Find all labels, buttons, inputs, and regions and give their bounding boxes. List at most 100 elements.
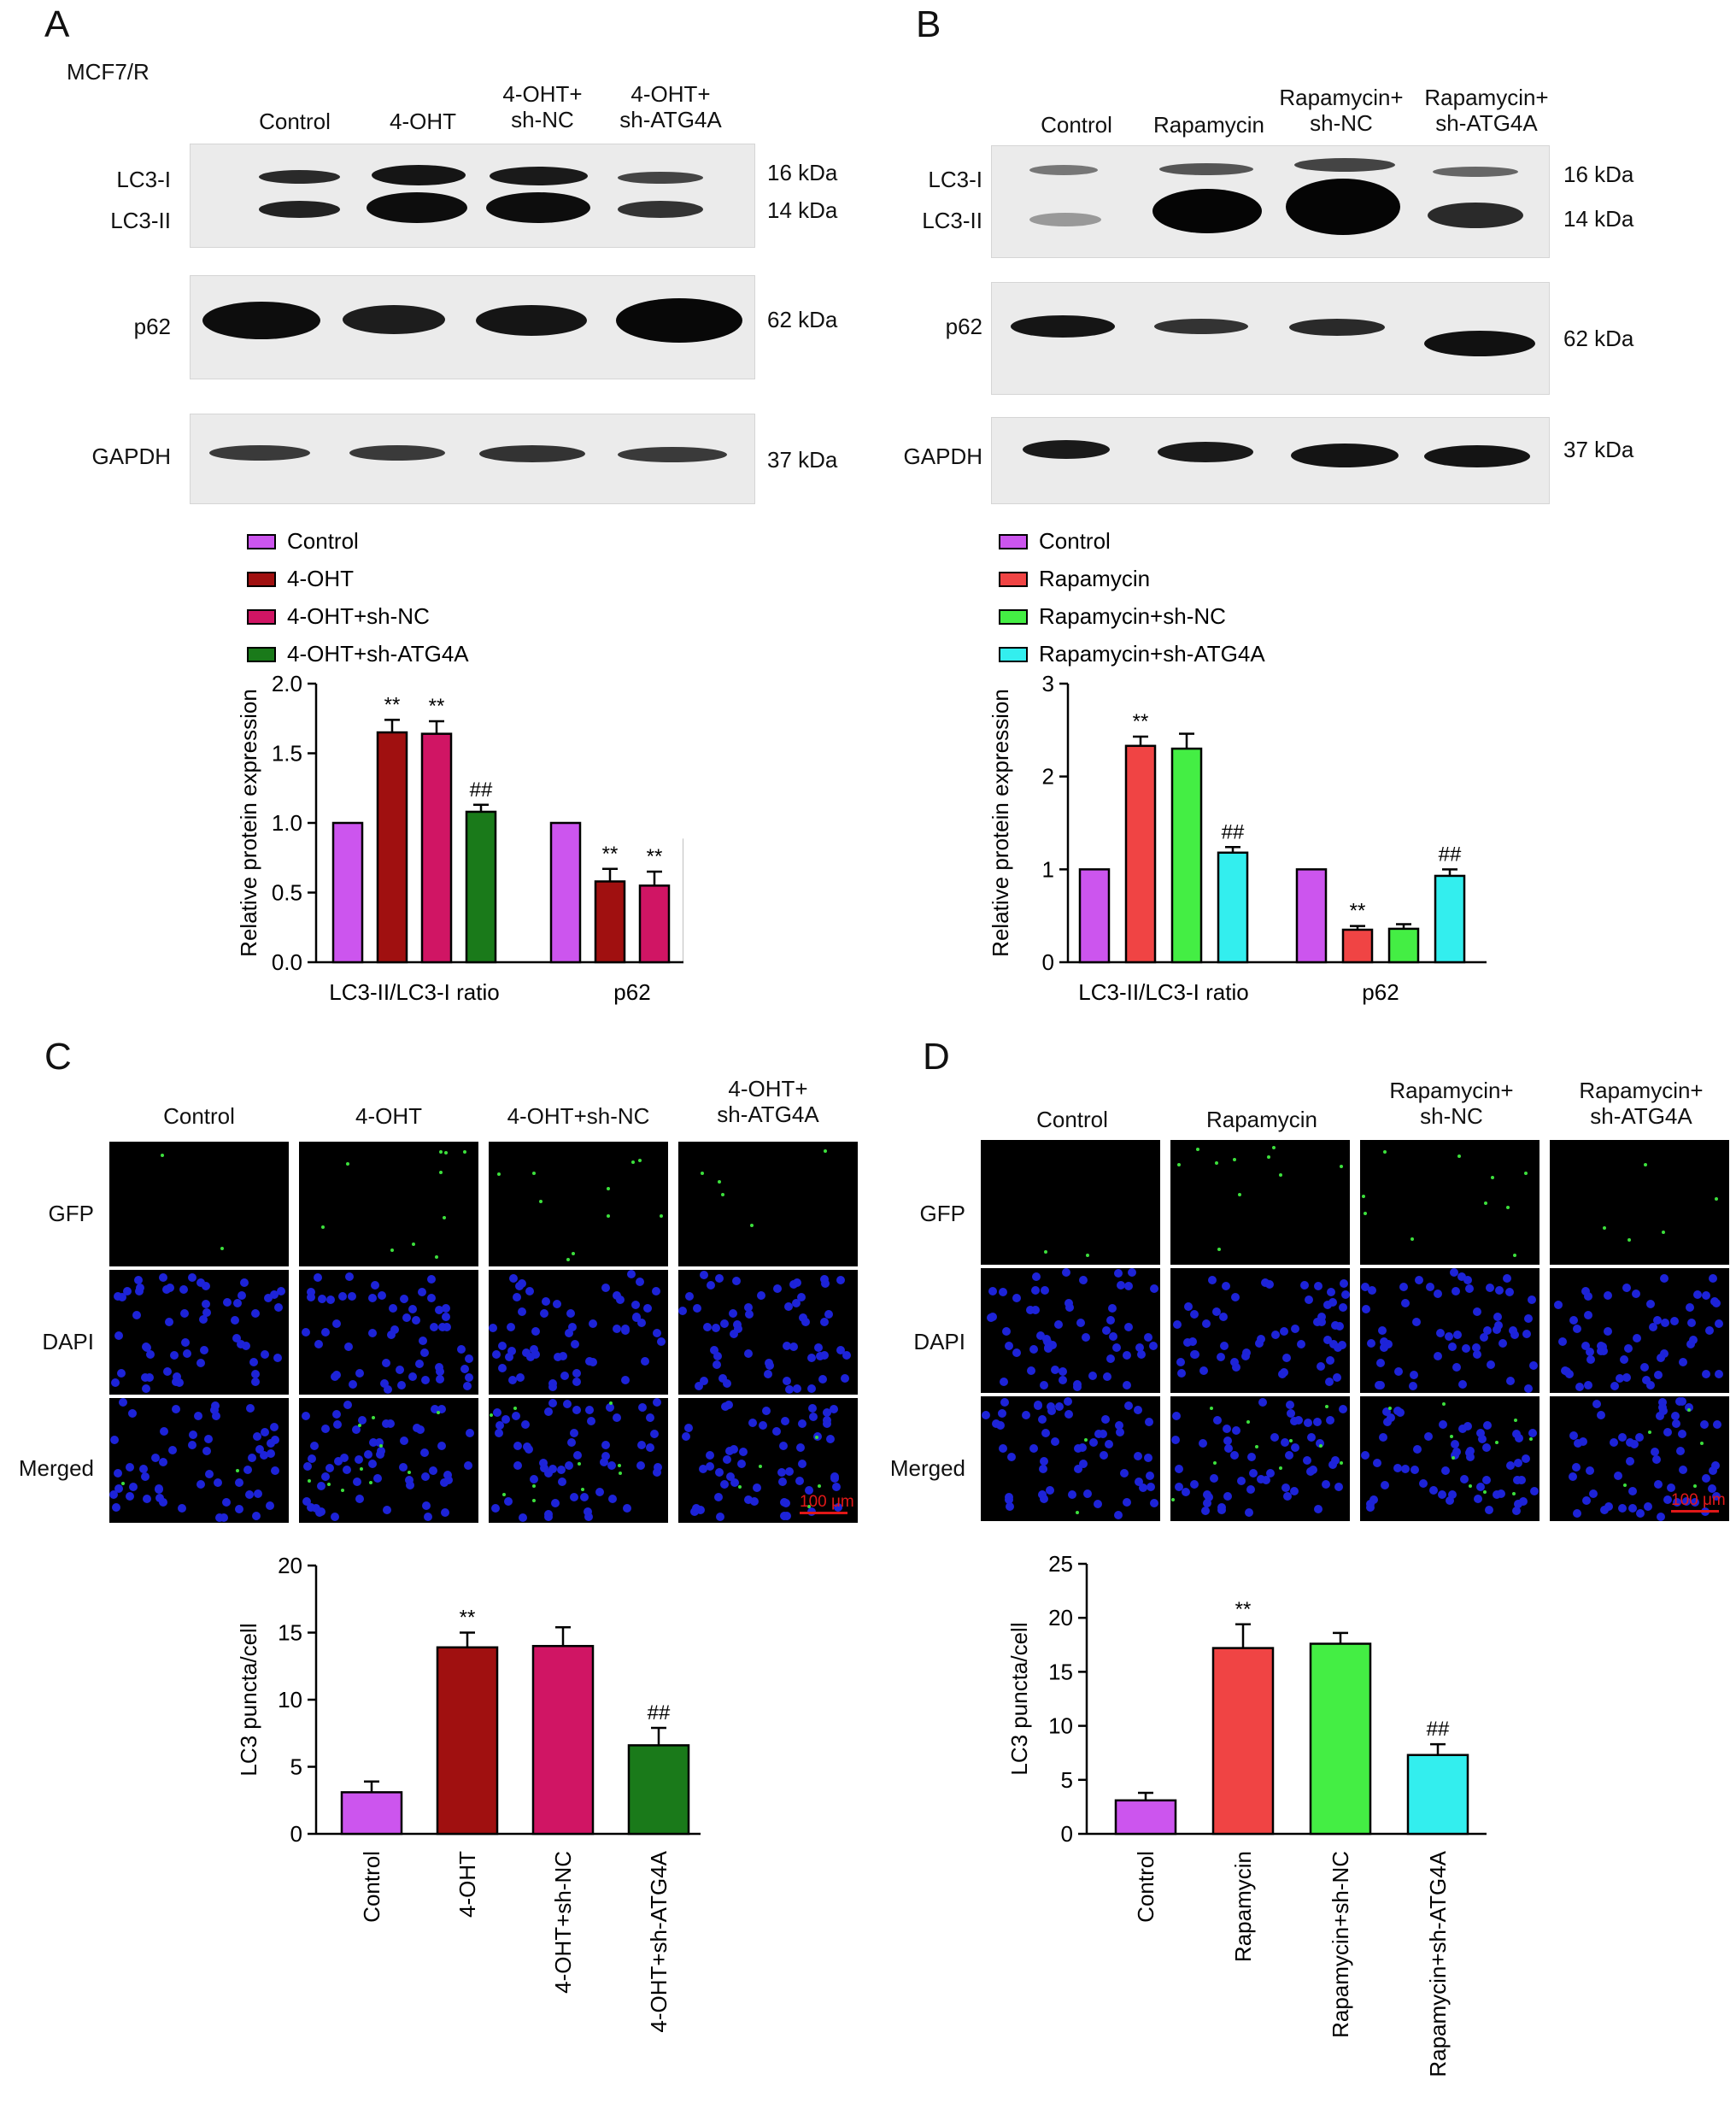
band [349,445,445,461]
y-axis-label: LC3 puncta/cell [1006,1622,1032,1775]
band [1159,163,1253,175]
row-label-lc3i-a: LC3-I [116,167,171,192]
legend-label: Rapamycin+sh-ATG4A [1039,641,1265,667]
y-tick-label: 1 [1042,856,1054,882]
bar [594,880,626,964]
y-tick-label: 1.5 [272,741,302,767]
lane-label-a-0: Control [259,109,331,134]
dapi-micrograph [1170,1268,1350,1393]
col-label-d-2: Rapamycin+ sh-NC [1389,1078,1514,1129]
legend-swatch [247,572,276,587]
panel-letter-b: B [916,3,941,45]
significance-mark: ** [384,693,401,716]
col-label-d-1: Rapamycin [1205,1107,1318,1132]
y-tick-label: 25 [1048,1551,1073,1577]
kda-lc3ii-b: 14 kDa [1563,206,1634,232]
band [476,305,587,336]
y-tick-label: 1.0 [272,810,302,836]
bar [1114,1799,1177,1836]
col-label-c-2: 4-OHT+sh-NC [507,1103,650,1129]
kda-gapdh-b: 37 kDa [1563,437,1634,462]
row-label-c-merged: Merged [18,1455,94,1481]
band [367,192,467,223]
bar [1387,927,1420,964]
significance-mark: ** [1133,710,1149,733]
row-label-p62-b: p62 [945,314,982,339]
merged-micrograph [1170,1396,1350,1521]
legend-swatch [999,572,1028,587]
legend-label: 4-OHT [287,566,354,591]
col-label-c-0: Control [163,1103,235,1129]
band [618,447,727,462]
band [1029,213,1101,226]
blot-gapdh-a [190,414,755,504]
legend-swatch [247,534,276,549]
kda-gapdh-a: 37 kDa [767,447,838,473]
band [618,201,703,218]
bar [331,821,364,964]
dapi-micrograph [1360,1268,1540,1393]
dapi-micrograph [489,1270,668,1395]
bar [638,884,671,964]
scale-bar: 100 μm [1671,1491,1726,1513]
y-tick-label: 2.0 [272,671,302,696]
x-category-label: p62 [1362,979,1399,1005]
x-category-label: LC3-II/LC3-I ratio [1078,979,1248,1005]
y-tick-label: 20 [1048,1605,1073,1630]
band [1433,167,1518,177]
bar [1406,1754,1469,1836]
band [486,192,590,223]
legend-label: Rapamycin+sh-NC [1039,603,1226,629]
blot-lc3-b [991,145,1550,258]
x-category-label: Control [1133,1851,1158,1923]
bar [1217,851,1249,964]
bar [1124,744,1157,964]
bar [549,821,582,964]
kda-p62-b: 62 kDa [1563,326,1634,351]
significance-mark: ## [470,778,493,802]
legend-swatch [999,534,1028,549]
band [259,201,340,218]
significance-mark: ** [429,695,445,718]
dapi-micrograph [678,1270,858,1395]
merged-micrograph: 100 μm [678,1398,858,1523]
bar [627,1744,690,1836]
y-tick-label: 15 [278,1620,302,1646]
band [1424,331,1535,356]
legend-label: 4-OHT+sh-NC [287,603,430,629]
x-category-label: Control [359,1851,384,1923]
band [479,445,585,462]
bar-chart-d: 0 5 10 15 20 25 LC3 puncta/cell Control ** Rapamy… [1006,1551,1487,2077]
y-axis-label: Relative protein expression [236,689,261,957]
kda-lc3i-a: 16 kDa [767,160,838,185]
lane-label-b-3: Rapamycin+ sh-ATG4A [1424,85,1549,136]
kda-p62-a: 62 kDa [767,307,838,332]
bar [1170,747,1203,964]
lane-label-b-1: Rapamycin [1152,112,1265,138]
blot-gapdh-b [991,417,1550,504]
band [202,302,320,339]
band [1286,179,1400,235]
band [1029,165,1098,175]
bar-chart-a: Control 4-OHT 4-OHT+sh-NC 4-OHT+sh-ATG4A 0.0… [236,528,683,1005]
gfp-micrograph [489,1142,668,1266]
x-category-label: 4-OHT+sh-NC [550,1851,576,1994]
blot-p62-b [991,282,1550,395]
gfp-micrograph [1550,1140,1729,1265]
row-label-p62-a: p62 [133,314,171,339]
band [1011,315,1115,338]
significance-mark: ** [1350,900,1366,923]
y-tick-label: 5 [290,1754,302,1780]
gfp-micrograph [299,1142,478,1266]
x-category-label: LC3-II/LC3-I ratio [329,979,499,1005]
legend-label: Control [1039,528,1111,554]
y-tick-label: 15 [1048,1659,1073,1684]
legend-swatch [247,609,276,625]
legend-label: Control [287,528,359,554]
y-tick-label: 10 [1048,1713,1073,1739]
band [1289,319,1385,336]
bar [1211,1647,1275,1836]
bar [531,1644,595,1836]
band [616,298,742,343]
row-label-gapdh-a: GAPDH [91,444,171,469]
